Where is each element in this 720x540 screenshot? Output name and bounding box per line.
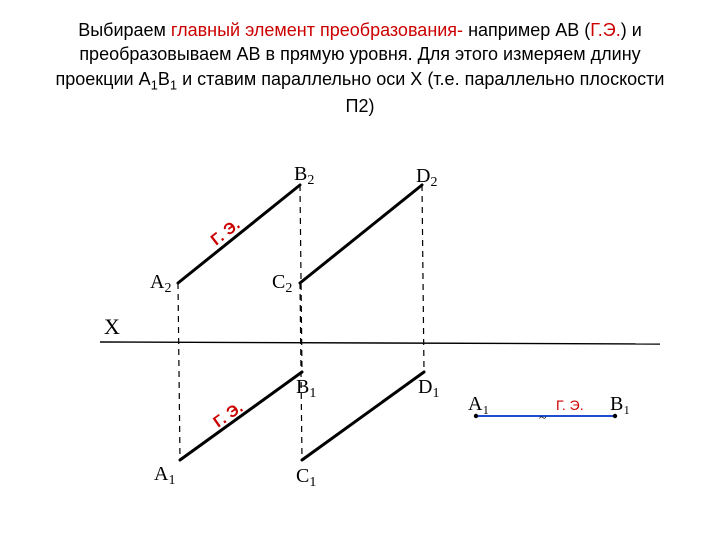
aux-point-label: B₁ — [610, 393, 630, 415]
projection-connector — [178, 283, 180, 460]
point-label: D2 — [416, 165, 437, 190]
edge-segment — [300, 185, 422, 283]
edge-segment — [178, 185, 300, 283]
point-label: B1 — [296, 376, 316, 401]
point-label: D1 — [418, 376, 439, 401]
point-label: C1 — [296, 465, 316, 490]
aux-tilde-mark: ~ — [539, 411, 547, 426]
geometry-diagram: XA2B2C2D2A1B1C1D1Г. Э.Г. Э.~A₁B₁Г. Э. — [0, 0, 720, 540]
point-label: C2 — [272, 271, 292, 296]
projection-connector — [422, 185, 424, 372]
aux-point-label: A₁ — [468, 393, 489, 415]
point-label: B2 — [294, 163, 314, 188]
edge-segment — [302, 372, 424, 460]
aux-ge-label: Г. Э. — [556, 397, 584, 413]
x-axis-label: X — [104, 314, 120, 339]
point-label: A1 — [154, 463, 175, 488]
x-axis — [100, 342, 660, 344]
point-label: A2 — [150, 271, 171, 296]
